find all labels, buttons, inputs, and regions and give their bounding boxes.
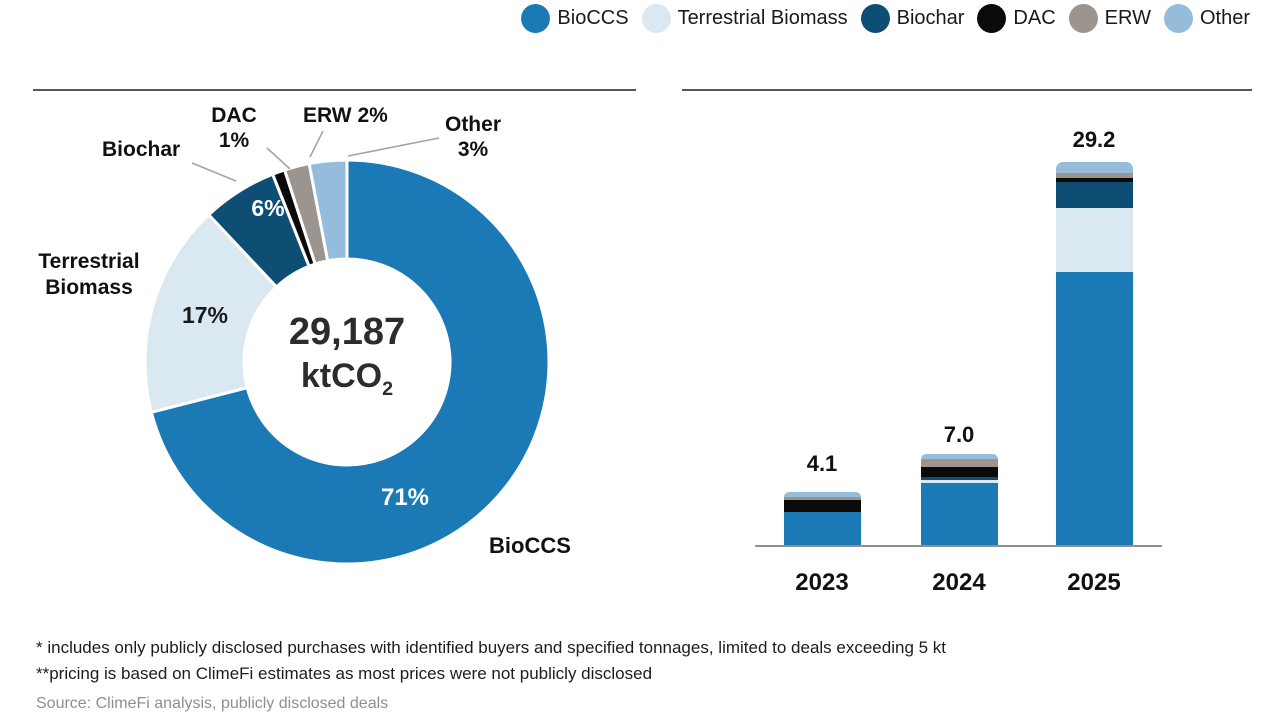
- footnote-1: * includes only publicly disclosed purch…: [36, 638, 947, 657]
- bar-2023-segment-erw: [783, 496, 861, 500]
- callout-other-pct: 3%: [457, 138, 489, 161]
- slice-label-biochar-pct: 6%: [251, 195, 285, 221]
- callout-dac-pct: 1%: [218, 129, 250, 152]
- bar-2024-segment-dac: [920, 467, 998, 477]
- bar-2025-segment-bioccs: [1055, 272, 1133, 546]
- legend-swatch-erw: [1068, 4, 1098, 33]
- callout-terrestrial-line2: Biomass: [45, 276, 133, 299]
- legend-label-erw: ERW: [1104, 7, 1151, 29]
- divider-left-chart: [33, 89, 636, 91]
- callout-terrestrial-biomass: Terrestrial Biomass: [28, 249, 150, 301]
- donut-center-unit-text: ktCO: [300, 357, 383, 395]
- callout-terrestrial-line1: Terrestrial: [38, 250, 140, 273]
- legend-swatch-bioccs: [521, 4, 551, 33]
- callout-leader-line: [266, 147, 291, 170]
- legend: BioCCS Terrestrial Biomass Biochar DAC E…: [521, 4, 1250, 33]
- callout-erw: ERW 2%: [303, 104, 388, 127]
- bar-total-2024: 7.0: [943, 422, 975, 447]
- bar-2025-segment-dac: [1055, 177, 1133, 182]
- x-tick-2024: 2024: [932, 569, 986, 596]
- x-axis-line: [755, 545, 1162, 547]
- legend-label-other: Other: [1199, 7, 1250, 29]
- legend-label-terrestrial-biomass: Terrestrial Biomass: [677, 7, 848, 29]
- legend-label-biochar: Biochar: [896, 7, 965, 29]
- legend-swatch-dac: [977, 4, 1007, 33]
- legend-label-dac: DAC: [1013, 7, 1056, 29]
- legend-item-dac: DAC: [977, 4, 1056, 33]
- bar-2024-segment-erw: [920, 459, 998, 468]
- bar-2023-segment-dac: [783, 499, 861, 513]
- bar-2024-segment-biochar: [920, 476, 998, 481]
- x-tick-2023: 2023: [795, 569, 849, 596]
- bar-2025-segment-erw: [1055, 172, 1133, 178]
- bar-total-2025: 29.2: [1072, 127, 1116, 152]
- donut-center-unit: ktCO2: [247, 354, 447, 411]
- bar-2023-segment-bioccs: [783, 512, 861, 546]
- legend-swatch-other: [1163, 4, 1193, 33]
- callout-leader-line: [191, 162, 237, 182]
- legend-item-erw: ERW: [1068, 4, 1151, 33]
- footnote-2: **pricing is based on ClimeFi estimates …: [36, 664, 653, 683]
- x-tick-2025: 2025: [1067, 569, 1121, 596]
- legend-item-other: Other: [1163, 4, 1250, 33]
- bar-2024-segment-terrestrial-biomass: [920, 480, 998, 483]
- legend-swatch-terrestrial-biomass: [641, 4, 671, 33]
- callout-dac-name: DAC: [211, 104, 257, 127]
- donut-center-value: 29,187: [288, 311, 406, 353]
- donut-slice-terrestrial-biomass: [143, 212, 279, 415]
- legend-item-biochar: Biochar: [860, 4, 965, 33]
- divider-right-chart: [682, 89, 1252, 91]
- legend-item-bioccs: BioCCS: [521, 4, 629, 33]
- legend-item-terrestrial-biomass: Terrestrial Biomass: [641, 4, 848, 33]
- bar-total-2023: 4.1: [806, 451, 838, 476]
- callout-other: Other 3%: [437, 112, 509, 162]
- callout-dac: DAC 1%: [203, 103, 265, 153]
- legend-label-bioccs: BioCCS: [557, 7, 629, 29]
- donut-chart: [143, 130, 551, 566]
- bar-2025-segment-biochar: [1055, 181, 1133, 209]
- bar-2023-segment-other: [783, 492, 861, 497]
- callout-leader-line: [309, 130, 324, 158]
- callout-biochar: Biochar: [102, 138, 181, 161]
- donut-slice-other: [307, 158, 349, 263]
- source-note: Source: ClimeFi analysis, publicly discl…: [36, 695, 389, 712]
- bar-2025-segment-terrestrial-biomass: [1055, 208, 1133, 273]
- slice-label-terrestrial-pct: 17%: [181, 302, 229, 328]
- donut-center-unit-subscript: 2: [382, 377, 394, 400]
- slice-label-bioccs-pct: 71%: [380, 484, 430, 511]
- bar-2024-segment-other: [920, 453, 998, 460]
- callout-other-name: Other: [444, 113, 501, 136]
- bar-2025-segment-other: [1055, 162, 1133, 173]
- legend-swatch-biochar: [860, 4, 890, 33]
- callout-bioccs: BioCCS: [489, 533, 571, 558]
- callout-leader-line: [347, 137, 440, 157]
- donut-slice-bioccs: [149, 158, 551, 566]
- bar-2024-segment-bioccs: [920, 482, 998, 546]
- donut-center-total: 29,187 ktCO2: [247, 310, 447, 411]
